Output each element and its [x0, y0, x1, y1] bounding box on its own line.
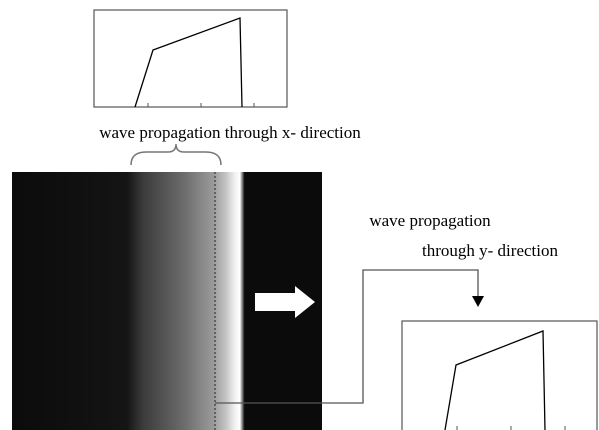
connector-arrowhead: [472, 296, 484, 307]
x-profile-plot: [94, 10, 287, 107]
figure: wave propagation through x- direction wa…: [0, 0, 599, 430]
x-direction-caption: wave propagation through x- direction: [99, 123, 361, 142]
y-direction-caption-2: through y- direction: [422, 241, 558, 260]
y-direction-caption-1: wave propagation: [369, 211, 491, 230]
y-profile-plot: [402, 321, 597, 430]
brace: [131, 144, 221, 165]
